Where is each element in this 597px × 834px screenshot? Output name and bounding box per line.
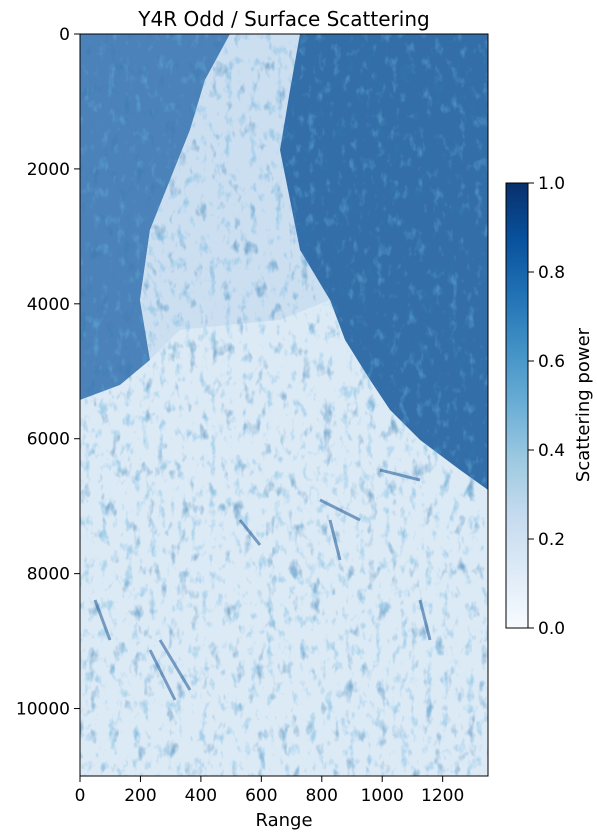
- y-tick-label: 8000: [27, 565, 70, 585]
- y-tick-label: 6000: [27, 430, 70, 450]
- plot-frame: [79, 33, 489, 777]
- colorbar-tick-label: 0.6: [538, 352, 565, 372]
- colorbar-tick-label: 1.0: [538, 174, 565, 194]
- heatmap-speckle-light: [80, 34, 488, 776]
- y-tick-label: 10000: [16, 700, 70, 720]
- x-tick-label: 0: [75, 786, 86, 806]
- x-tick-label: 200: [124, 786, 156, 806]
- colorbar-tick-label: 0.4: [538, 441, 565, 461]
- x-tick-label: 1000: [361, 786, 404, 806]
- x-axis-label: Range: [255, 810, 312, 831]
- colorbar-label: Scattering power: [573, 327, 594, 482]
- y-tick-label: 2000: [27, 160, 70, 180]
- heatmap-streaks: [93, 468, 432, 701]
- colorbar-tick-label: 0.2: [538, 530, 565, 550]
- y-tick-label: 0: [59, 25, 70, 45]
- chart-title: Y4R Odd / Surface Scattering: [137, 7, 429, 31]
- x-tick-label: 600: [245, 786, 277, 806]
- x-tick-label: 400: [185, 786, 217, 806]
- colorbar-tick-label: 0.8: [538, 263, 565, 283]
- x-tick-label: 1200: [421, 786, 464, 806]
- colorbar-axis: 0.0 0.2 0.4 0.6 0.8 1.0: [528, 174, 565, 639]
- heatmap-image: [80, 34, 488, 776]
- y-tick-label: 4000: [27, 295, 70, 315]
- x-axis: 0 200 400 600 800 1000 1200: [75, 776, 464, 806]
- colorbar-tick-label: 0.0: [538, 619, 565, 639]
- y-axis: 0 2000 4000 6000 8000 10000: [16, 25, 80, 720]
- x-tick-label: 800: [306, 786, 338, 806]
- colorbar: [505, 182, 529, 629]
